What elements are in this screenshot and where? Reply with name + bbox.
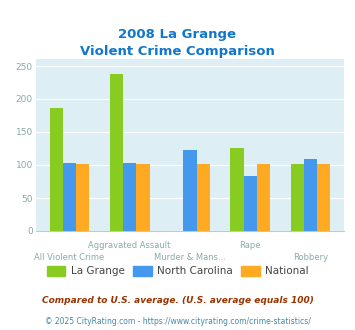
Bar — [50, 108, 63, 231]
Bar — [136, 164, 149, 231]
Bar — [123, 163, 136, 231]
Text: Aggravated Assault: Aggravated Assault — [88, 241, 171, 250]
Bar — [317, 164, 330, 231]
Text: Murder & Mans...: Murder & Mans... — [154, 253, 226, 262]
Bar — [197, 164, 210, 231]
Legend: La Grange, North Carolina, National: La Grange, North Carolina, National — [43, 263, 312, 280]
Bar — [183, 150, 197, 231]
Text: Violent Crime Comparison: Violent Crime Comparison — [80, 45, 275, 58]
Text: Rape: Rape — [239, 241, 261, 250]
Bar — [244, 176, 257, 231]
Bar — [110, 74, 123, 231]
Bar — [290, 164, 304, 231]
Text: 2008 La Grange: 2008 La Grange — [119, 28, 236, 41]
Bar — [257, 164, 270, 231]
Text: © 2025 CityRating.com - https://www.cityrating.com/crime-statistics/: © 2025 CityRating.com - https://www.city… — [45, 317, 310, 326]
Bar — [304, 159, 317, 231]
Bar — [230, 148, 244, 231]
Bar — [76, 164, 89, 231]
Text: Robbery: Robbery — [293, 253, 328, 262]
Bar — [63, 163, 76, 231]
Text: All Violent Crime: All Violent Crime — [34, 253, 104, 262]
Text: Compared to U.S. average. (U.S. average equals 100): Compared to U.S. average. (U.S. average … — [42, 296, 313, 305]
